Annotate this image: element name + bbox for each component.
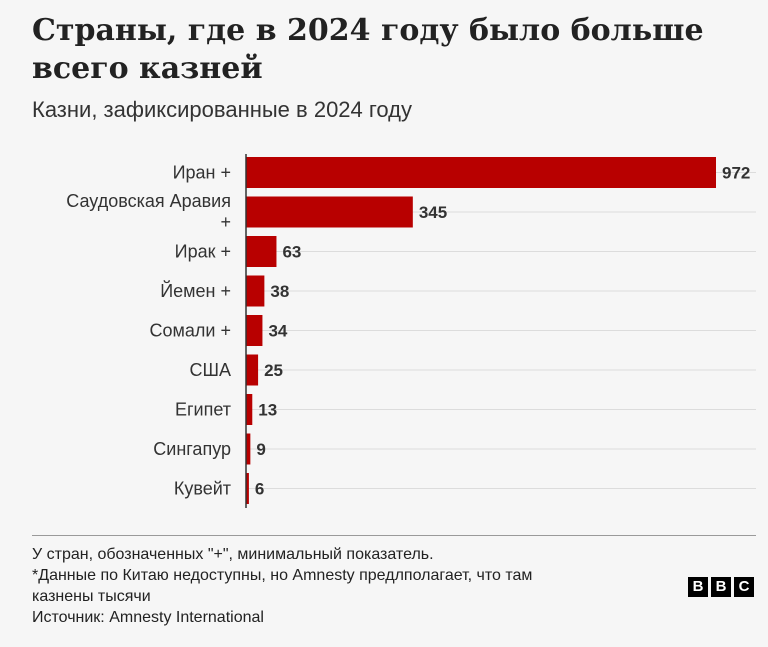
category-label: Саудовская Аравия: [66, 191, 231, 211]
data-label: 972: [722, 164, 750, 183]
category-label: Йемен +: [160, 280, 231, 301]
category-label: Сингапур: [153, 439, 231, 459]
category-label: Ирак +: [175, 242, 231, 262]
footer-source: Источник: Amnesty International: [32, 609, 264, 626]
data-label: 13: [258, 401, 277, 420]
category-label: Кувейт: [174, 479, 231, 499]
category-label: +: [220, 212, 231, 232]
footer-divider: [32, 535, 756, 536]
bar-chart: 972 Иран + 345 Саудовская Аравия+63 Ирак + 38…: [66, 154, 756, 508]
footer: У стран, обозначенных "+", минимальный п…: [32, 544, 672, 628]
chart-subtitle: Казни, зафиксированные в 2024 году: [32, 97, 413, 122]
category-label: Иран +: [173, 163, 231, 183]
bar: [246, 354, 259, 386]
data-label: 6: [255, 480, 264, 499]
category-label: Египет: [175, 400, 231, 420]
data-label: 9: [256, 440, 265, 459]
footer-china-note-line1: *Данные по Китаю недоступны, но Amnesty …: [32, 567, 533, 584]
footer-note: У стран, обозначенных "+", минимальный п…: [32, 546, 434, 563]
bar: [246, 394, 253, 425]
bbc-logo-letter-1: B: [688, 577, 708, 597]
data-label: 34: [268, 322, 287, 341]
bar: [246, 433, 251, 465]
category-label: Сомали +: [150, 321, 231, 341]
bar: [246, 473, 249, 504]
bar: [246, 275, 265, 307]
data-label: 345: [419, 203, 447, 222]
bar: [246, 315, 263, 346]
bar: [246, 157, 716, 188]
bar: [246, 236, 277, 267]
bbc-logo-letter-3: C: [734, 577, 754, 597]
footer-china-note-line2: казнены тысячи: [32, 588, 151, 605]
bbc-logo: B B C: [688, 577, 754, 597]
bar: [246, 196, 413, 228]
category-label: США: [189, 360, 231, 380]
data-label: 63: [282, 243, 301, 262]
chart-title: Страны, где в 2024 году было больше всег…: [32, 13, 704, 86]
data-label: 38: [270, 282, 289, 301]
bbc-logo-letter-2: B: [711, 577, 731, 597]
data-label: 25: [264, 361, 283, 380]
